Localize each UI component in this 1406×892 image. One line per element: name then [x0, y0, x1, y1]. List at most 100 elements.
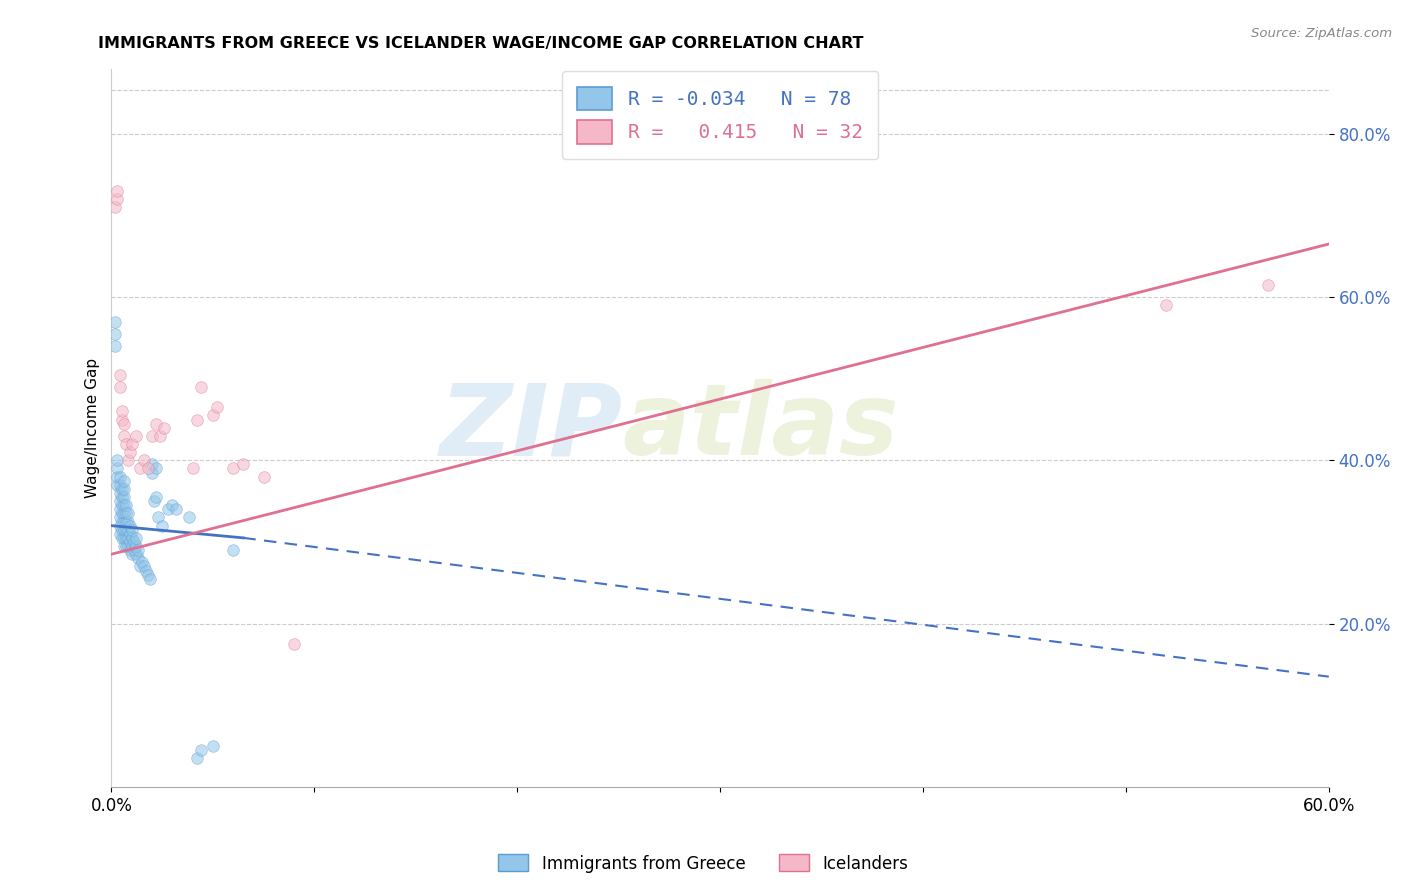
Point — [104, 326, 127, 341]
Point — [128, 559, 150, 574]
Point — [128, 461, 150, 475]
Point — [112, 490, 135, 504]
Point — [114, 498, 136, 512]
Point — [186, 751, 208, 765]
Point — [205, 401, 228, 415]
Point — [141, 458, 163, 472]
Point — [132, 453, 155, 467]
Point — [117, 507, 139, 521]
Point — [118, 518, 141, 533]
Point — [162, 498, 184, 512]
Point — [201, 739, 224, 753]
Point — [114, 523, 136, 537]
Point — [121, 531, 143, 545]
Point — [1156, 298, 1178, 312]
Point — [125, 531, 148, 545]
Point — [118, 535, 141, 549]
Point — [112, 523, 135, 537]
Point — [165, 502, 187, 516]
Point — [107, 184, 129, 198]
Point — [141, 429, 163, 443]
Point — [108, 502, 131, 516]
Point — [104, 200, 127, 214]
Y-axis label: Wage/Income Gap: Wage/Income Gap — [86, 358, 100, 498]
Text: Source: ZipAtlas.com: Source: ZipAtlas.com — [1251, 27, 1392, 40]
Point — [104, 314, 127, 328]
Point — [131, 555, 153, 569]
Point — [186, 412, 208, 426]
Point — [157, 502, 180, 516]
Point — [107, 469, 129, 483]
Text: IMMIGRANTS FROM GREECE VS ICELANDER WAGE/INCOME GAP CORRELATION CHART: IMMIGRANTS FROM GREECE VS ICELANDER WAGE… — [98, 36, 863, 51]
Point — [150, 518, 173, 533]
Point — [121, 539, 143, 553]
Point — [136, 567, 159, 582]
Point — [108, 380, 131, 394]
Point — [117, 453, 139, 467]
Point — [108, 469, 131, 483]
Point — [114, 515, 136, 529]
Legend: R = -0.034   N = 78, R =   0.415   N = 32: R = -0.034 N = 78, R = 0.415 N = 32 — [562, 71, 879, 160]
Point — [110, 523, 132, 537]
Point — [107, 461, 129, 475]
Point — [112, 507, 135, 521]
Point — [136, 461, 159, 475]
Text: atlas: atlas — [623, 379, 900, 476]
Point — [139, 572, 162, 586]
Point — [145, 461, 167, 475]
Point — [112, 474, 135, 488]
Point — [110, 490, 132, 504]
Point — [141, 466, 163, 480]
Text: ZIP: ZIP — [440, 379, 623, 476]
Point — [108, 486, 131, 500]
Point — [107, 453, 129, 467]
Point — [107, 478, 129, 492]
Point — [121, 437, 143, 451]
Point — [114, 437, 136, 451]
Point — [117, 523, 139, 537]
Point — [114, 507, 136, 521]
Point — [107, 192, 129, 206]
Point — [110, 515, 132, 529]
Point — [117, 539, 139, 553]
Point — [112, 498, 135, 512]
Point — [1257, 277, 1279, 292]
Point — [143, 494, 166, 508]
Point — [114, 531, 136, 545]
Point — [110, 531, 132, 545]
Point — [125, 429, 148, 443]
Point — [108, 510, 131, 524]
Point — [135, 564, 157, 578]
Point — [181, 461, 204, 475]
Point — [121, 547, 143, 561]
Point — [122, 543, 145, 558]
Point — [125, 539, 148, 553]
Point — [145, 490, 167, 504]
Point — [112, 539, 135, 553]
Point — [222, 543, 245, 558]
Point — [110, 412, 132, 426]
Point — [153, 420, 176, 434]
Point — [232, 458, 254, 472]
Point — [190, 380, 212, 394]
Point — [110, 498, 132, 512]
Point — [149, 429, 172, 443]
Legend: Immigrants from Greece, Icelanders: Immigrants from Greece, Icelanders — [492, 847, 914, 880]
Point — [104, 339, 127, 353]
Point — [117, 515, 139, 529]
Point — [283, 637, 305, 651]
Point — [252, 469, 274, 483]
Point — [112, 429, 135, 443]
Point — [108, 526, 131, 541]
Point — [108, 494, 131, 508]
Point — [110, 507, 132, 521]
Point — [112, 515, 135, 529]
Point — [112, 531, 135, 545]
Point — [145, 417, 167, 431]
Point — [121, 523, 143, 537]
Point — [118, 445, 141, 459]
Point — [222, 461, 245, 475]
Point — [118, 543, 141, 558]
Point — [190, 743, 212, 757]
Point — [114, 539, 136, 553]
